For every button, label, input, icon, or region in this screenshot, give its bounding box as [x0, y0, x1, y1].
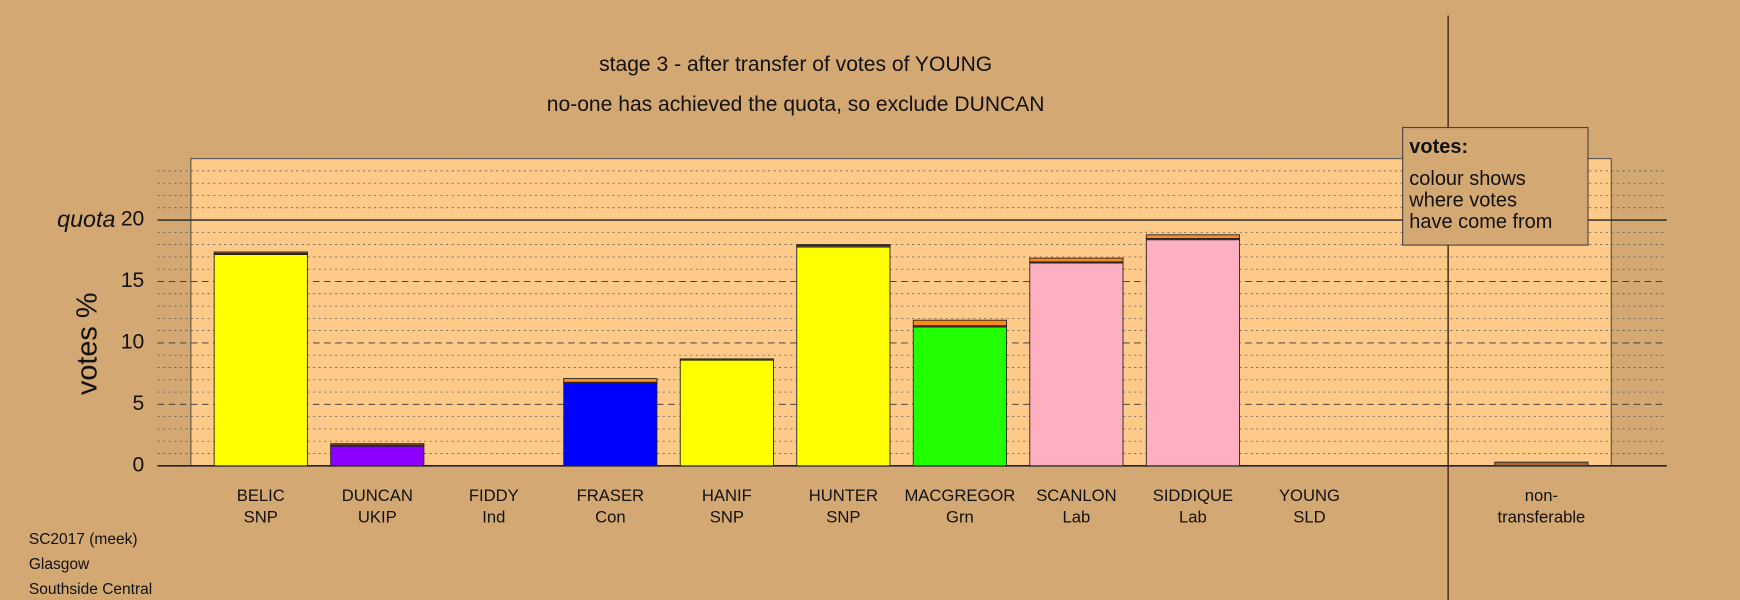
- bar-segment: [679, 359, 774, 467]
- x-tick-label: SIDDIQUE: [1153, 486, 1233, 505]
- y-tick-label: 0: [133, 453, 145, 476]
- x-tick-sublabel: Ind: [482, 507, 505, 526]
- bar-segment: [796, 246, 891, 467]
- bar-segment: [563, 383, 658, 467]
- plot-panel: [190, 158, 1612, 467]
- x-tick-sublabel: Con: [595, 507, 626, 526]
- bar-segment: [912, 319, 1007, 327]
- x-tick-label: non-: [1525, 486, 1558, 505]
- legend-text: have come from: [1409, 211, 1552, 233]
- x-tick-sublabel: SNP: [710, 507, 744, 526]
- footer-text: SC2017 (meek): [29, 531, 138, 548]
- x-tick-sublabel: Grn: [946, 507, 974, 526]
- x-tick-label: HUNTER: [809, 486, 878, 505]
- chart-title: stage 3 - after transfer of votes of YOU…: [599, 53, 992, 76]
- y-tick-label: 15: [121, 269, 144, 292]
- x-tick-sublabel: SNP: [244, 507, 278, 526]
- bar-segment: [679, 358, 774, 361]
- x-tick-label: transferable: [1497, 507, 1585, 526]
- bar-segment: [1029, 262, 1124, 467]
- x-tick-label: SCANLON: [1036, 486, 1116, 505]
- y-tick-label: 5: [133, 392, 145, 415]
- legend-text: colour shows: [1409, 168, 1526, 190]
- x-tick-label: MACGREGOR: [904, 486, 1015, 505]
- bar-segment: [330, 443, 425, 446]
- y-axis-label: votes %: [71, 293, 103, 396]
- footer-text: Southside Central: [29, 581, 152, 598]
- bar-segment: [1145, 239, 1240, 467]
- x-tick-sublabel: SNP: [826, 507, 860, 526]
- x-tick-sublabel: UKIP: [358, 507, 397, 526]
- y-tick-label: 10: [121, 330, 144, 353]
- bar-segment: [1145, 234, 1240, 239]
- x-tick-sublabel: Lab: [1179, 507, 1207, 526]
- footer-text: Glasgow: [29, 556, 90, 573]
- bar-segment: [796, 244, 891, 246]
- quota-label: quota: [57, 206, 115, 232]
- x-tick-label: HANIF: [702, 486, 752, 505]
- y-tick-label: 20: [121, 208, 144, 231]
- chart-subtitle: no-one has achieved the quota, so exclud…: [547, 93, 1045, 116]
- bar-segment: [213, 254, 308, 467]
- x-tick-label: BELIC: [237, 486, 285, 505]
- bar-segment: [213, 251, 308, 254]
- bar-segment: [1029, 257, 1124, 263]
- x-tick-sublabel: SLD: [1293, 507, 1325, 526]
- bar-segment: [912, 326, 1007, 467]
- x-tick-label: FIDDY: [469, 486, 519, 505]
- x-tick-label: DUNCAN: [342, 486, 413, 505]
- legend-title: votes:: [1409, 136, 1468, 158]
- legend-box: [1402, 126, 1589, 246]
- x-tick-sublabel: Lab: [1063, 507, 1091, 526]
- x-tick-label: YOUNG: [1279, 486, 1340, 505]
- bar-segment: [563, 378, 658, 383]
- bar-segment: [1494, 461, 1589, 467]
- x-tick-label: FRASER: [577, 486, 644, 505]
- legend-text: where votes: [1408, 190, 1517, 212]
- bar-segment: [330, 445, 425, 467]
